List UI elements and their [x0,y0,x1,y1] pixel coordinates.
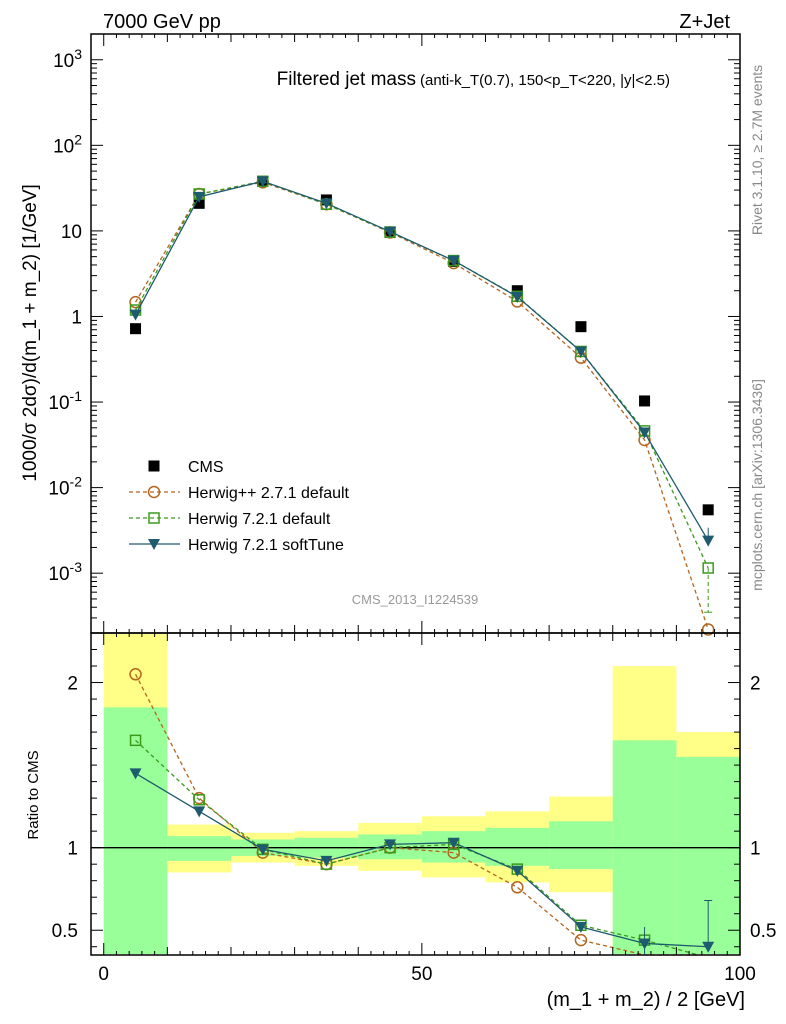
ratio-data-point [129,734,142,747]
x-tick-label: 100 [724,964,756,985]
data-point [447,255,460,267]
series-line [134,181,709,630]
series-line [134,180,709,569]
ratio-data-point [129,768,142,780]
ratio-data-point [193,806,206,818]
ratio-data-point [574,933,588,947]
ratio-data-point [320,855,333,867]
legend-label: Herwig++ 2.7.1 default [188,485,350,502]
main-y-axis-label: 1000/σ 2dσ)/d(m_1 + m_2) [1/GeV] [20,184,41,482]
ratio-data-point [511,865,524,877]
x-axis-label: (m_1 + m_2) / 2 [GeV] [547,989,745,1011]
ratio-data-point [511,881,524,894]
ratio-ticks: 0 50 100 0.5 0.5 1 1 2 2 [52,632,776,985]
main-y-tick-label: 10-3 [48,559,82,585]
uncertainty-band-inner [485,827,550,866]
main-ticks: 10-3 10-2 10-1 1 10 102 103 [48,33,741,634]
legend-marker [148,539,160,550]
energy-label: 7000 GeV pp [103,11,221,33]
plot-title: Filtered jet mass [277,69,416,90]
rivet-label: Rivet 3.1.10, ≥ 2.7M events [749,65,765,235]
main-y-tick-label: 1 [71,307,82,328]
ratio-data-point [447,837,460,849]
ratio-panel: 0 50 100 0.5 0.5 1 1 2 2 Ratio to CMS (m_1 + m_2… [25,632,776,1011]
legend: CMS Herwig++ 2.7.1 default Herwig 7.2.1 de… [129,459,350,554]
ratio-y-tick-label: 0.5 [52,921,78,942]
main-y-tick-label: 10-2 [48,474,82,500]
legend-label: Herwig 7.2.1 default [188,511,331,528]
series-line [134,180,709,541]
ratio-y-tick-label-right: 2 [750,674,761,695]
ratio-data-point [384,839,397,851]
data-point [574,346,587,358]
data-point [702,504,714,516]
ratio-series-line [135,772,709,948]
ratio-data-point [574,921,587,933]
uncertainty-band-inner [103,707,168,954]
ratio-data-point [193,794,205,806]
main-y-tick-label: 102 [53,131,82,157]
ratio-data-point [256,844,269,856]
data-point [511,291,524,303]
ratio-series-line [135,739,699,956]
plot-title-detail: (anti-k_T(0.7), 150<p_T<220, |y|<2.5) [420,72,670,89]
data-point [193,191,206,203]
mcplots-label: mcplots.cern.ch [arXiv:1306.3436] [749,379,765,591]
uncertainty-band-inner [167,836,231,861]
data-point [638,427,651,439]
x-tick-label: 0 [98,964,109,985]
data-point [130,323,142,335]
x-tick-label: 50 [411,964,432,985]
data-point [702,562,714,574]
ratio-data-point [129,668,142,681]
legend-label: Herwig 7.2.1 softTune [188,537,344,554]
uncertainty-band-inner [549,821,613,870]
ratio-y-tick-label-right: 1 [750,839,761,860]
data-point [702,535,715,547]
legend-marker [148,460,160,472]
data-point [575,321,587,333]
data-point [129,295,142,309]
legend-marker [147,485,161,499]
ratio-y-tick-label-right: 0.5 [750,921,776,942]
process-label: Z+Jet [679,11,730,33]
ratio-y-tick-label: 2 [67,674,78,695]
ratio-y-tick-label: 1 [67,839,78,860]
data-point [701,623,715,636]
ratio-frame [90,632,741,956]
main-y-tick-label: 10-1 [48,388,82,414]
data-point [129,309,142,321]
legend-marker [148,512,160,524]
data-point [256,176,269,188]
ratio-data-point [702,941,715,953]
data-point [639,395,651,407]
main-y-tick-label: 10 [61,222,82,243]
analysis-watermark: CMS_2013_I1224539 [352,592,479,607]
data-point [320,198,333,210]
main-y-tick-label: 103 [53,46,82,72]
main-data-layer [129,175,715,636]
ratio-y-axis-label: Ratio to CMS [25,750,42,839]
ratio-data-layer [91,634,740,956]
data-point [384,226,397,238]
data-point [193,197,205,209]
legend-label: CMS [188,459,224,476]
